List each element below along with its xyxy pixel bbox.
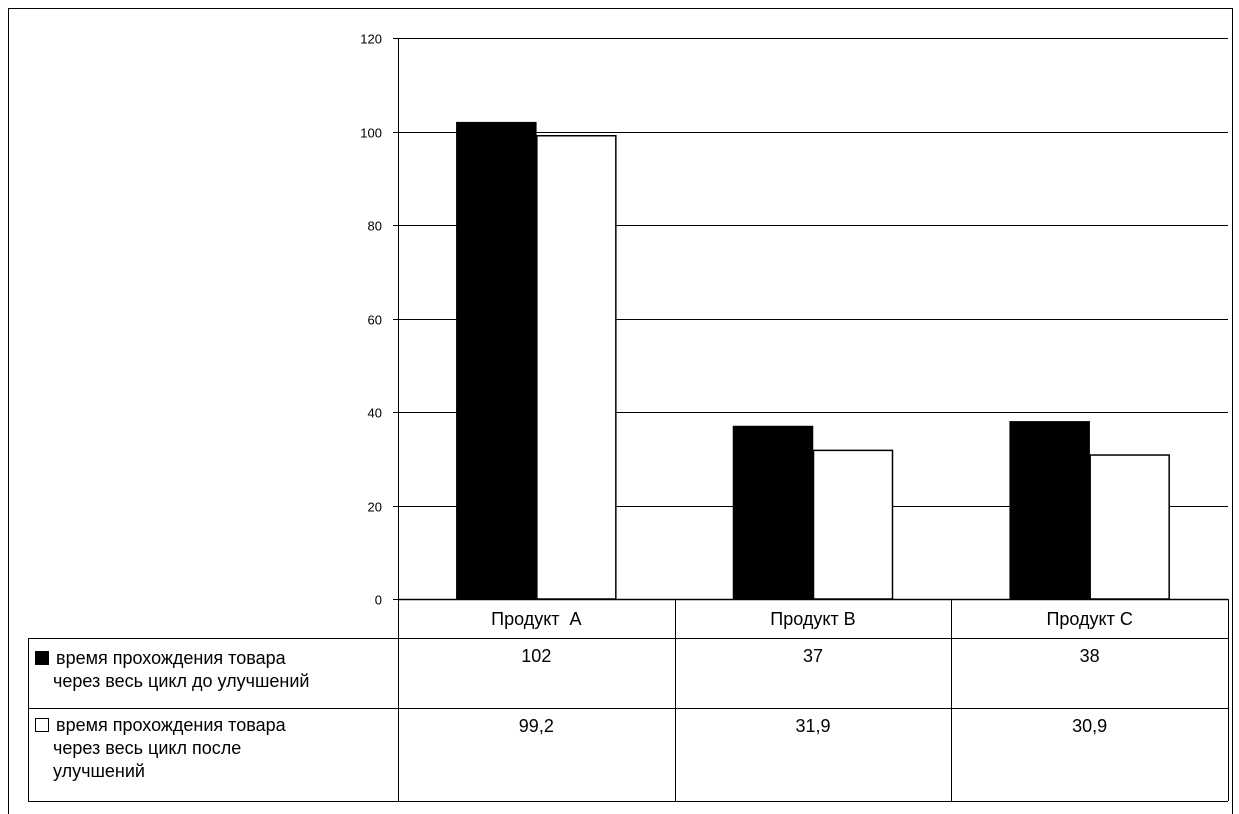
legend-label: через весь цикл до улучшений	[53, 671, 309, 691]
category-label: Продукт С	[1046, 609, 1132, 629]
y-tick-label: 40	[368, 406, 382, 421]
y-tick-label: 20	[368, 500, 382, 515]
data-label: 99,2	[519, 716, 554, 736]
data-label: 102	[521, 646, 551, 666]
legend-key	[35, 651, 49, 665]
legend-label: время прохождения товара	[56, 715, 287, 735]
bar	[812, 449, 894, 600]
legend-label: через весь цикл после	[53, 738, 241, 758]
bar	[1089, 454, 1170, 600]
data-label: 37	[803, 646, 823, 666]
y-tick-label: 120	[360, 32, 382, 47]
category-label: Продукт В	[770, 609, 855, 629]
y-tick-label: 60	[368, 313, 382, 328]
bar	[1009, 421, 1090, 600]
chart-outer-border	[8, 8, 1233, 814]
data-label: 31,9	[795, 716, 830, 736]
legend-label: время прохождения товара	[56, 648, 287, 668]
legend-label: улучшений	[53, 761, 145, 781]
category-label: Продукт А	[491, 609, 581, 629]
y-tick-label: 0	[375, 593, 382, 608]
data-label: 38	[1080, 646, 1100, 666]
data-label: 30,9	[1072, 716, 1107, 736]
bar	[456, 121, 537, 600]
bar	[536, 134, 617, 600]
bar	[732, 425, 814, 600]
legend-key	[35, 718, 49, 732]
y-tick-label: 80	[368, 219, 382, 234]
y-tick-label: 100	[360, 126, 382, 141]
